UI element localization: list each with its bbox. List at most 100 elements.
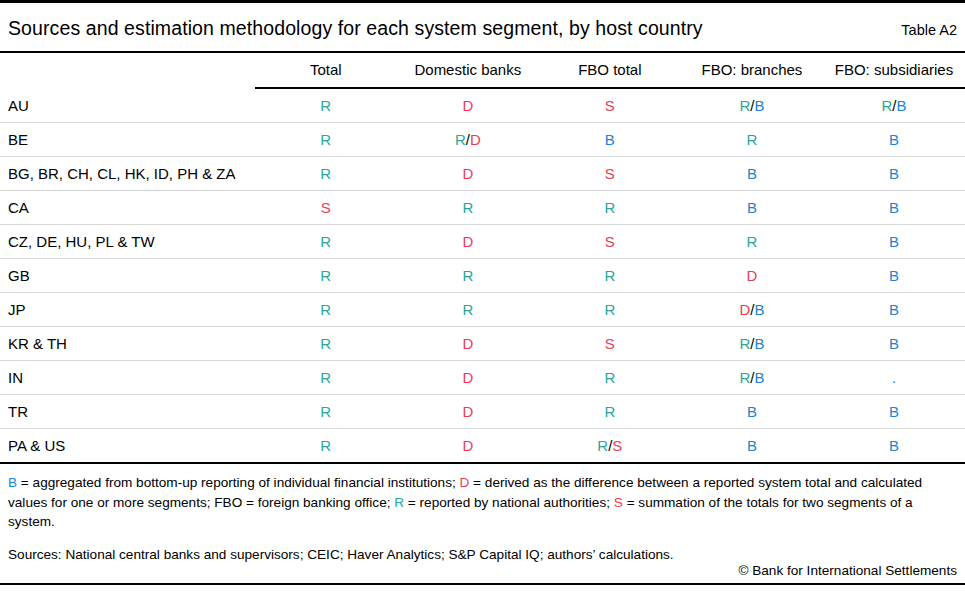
- method-code: B: [754, 301, 764, 318]
- methodology-cell: B: [823, 259, 965, 293]
- methodology-cell: .: [823, 361, 965, 395]
- table-row: GB R R R DB: [0, 259, 965, 293]
- row-label: JP: [0, 293, 255, 327]
- methodology-cell: B: [681, 157, 823, 191]
- methodology-cell: D: [681, 259, 823, 293]
- methodology-cell: B: [823, 429, 965, 463]
- method-code: B: [889, 165, 899, 182]
- method-code: R: [604, 403, 615, 420]
- methodology-cell: R: [397, 191, 539, 225]
- row-label: CZ, DE, HU, PL & TW: [0, 225, 255, 259]
- methodology-cell: B: [823, 293, 965, 327]
- method-code: R: [462, 199, 473, 216]
- method-code: D: [462, 369, 473, 386]
- method-code: B: [889, 437, 899, 454]
- copyright-line: © Bank for International Settlements: [738, 563, 957, 578]
- bis-table-page: Sources and estimation methodology for e…: [0, 0, 965, 594]
- method-code: R: [597, 437, 608, 454]
- method-code: D: [462, 165, 473, 182]
- method-code: B: [747, 165, 757, 182]
- row-label: AU: [0, 88, 255, 123]
- method-code: R: [881, 97, 892, 114]
- method-code: R: [746, 233, 757, 250]
- method-code: R: [455, 131, 466, 148]
- method-code: B: [754, 369, 764, 386]
- methodology-cell: R/D: [397, 123, 539, 157]
- method-code: B: [754, 335, 764, 352]
- methodology-cell: D: [397, 88, 539, 123]
- methodology-cell: R: [255, 157, 397, 191]
- methodology-table: TotalDomestic banksFBO totalFBO: branche…: [0, 53, 965, 462]
- row-label: PA & US: [0, 429, 255, 463]
- methodology-cell: D: [397, 225, 539, 259]
- methodology-cell: D: [397, 429, 539, 463]
- column-header: Total: [255, 53, 397, 88]
- table-row: PA & USRDR/SBB: [0, 429, 965, 463]
- method-code: B: [747, 403, 757, 420]
- row-label: KR & TH: [0, 327, 255, 361]
- methodology-cell: R: [539, 259, 681, 293]
- method-code: R: [320, 267, 331, 284]
- legend-text: = aggregated from bottom-up reporting of…: [17, 475, 459, 490]
- method-code: D: [470, 131, 481, 148]
- table-row: KR & THRDSR/BB: [0, 327, 965, 361]
- methodology-cell: R: [397, 259, 539, 293]
- methodology-cell: R: [255, 123, 397, 157]
- method-code: R: [320, 403, 331, 420]
- methodology-cell: R/B: [681, 88, 823, 123]
- method-code: R: [320, 165, 331, 182]
- method-code: B: [896, 97, 906, 114]
- methodology-cell: R/B: [681, 327, 823, 361]
- column-header: FBO: subsidiaries: [823, 53, 965, 88]
- method-code: S: [612, 437, 622, 454]
- method-code: R: [320, 301, 331, 318]
- table-header: Sources and estimation methodology for e…: [0, 3, 965, 51]
- methodology-cell: D/B: [681, 293, 823, 327]
- methodology-cell: S: [539, 225, 681, 259]
- methodology-cell: R: [539, 293, 681, 327]
- method-code: R: [739, 369, 750, 386]
- table-row: BERR/DBRB: [0, 123, 965, 157]
- method-code: S: [321, 199, 331, 216]
- methodology-cell: R: [255, 225, 397, 259]
- method-code: R: [462, 267, 473, 284]
- method-code: R: [604, 267, 615, 284]
- method-code: R: [604, 301, 615, 318]
- methodology-cell: B: [823, 395, 965, 429]
- methodology-cell: R: [255, 327, 397, 361]
- legend-code: R: [394, 495, 404, 510]
- table-row: BG, BR, CH, CL, HK, ID, PH & ZARDSBB: [0, 157, 965, 191]
- table-head: TotalDomestic banksFBO totalFBO: branche…: [0, 53, 965, 88]
- table-row: TR R D R B B: [0, 395, 965, 429]
- column-header-row: TotalDomestic banksFBO totalFBO: branche…: [0, 53, 965, 88]
- method-code: R: [320, 369, 331, 386]
- method-code: D: [462, 97, 473, 114]
- method-code: R: [320, 233, 331, 250]
- methodology-cell: R: [255, 259, 397, 293]
- method-code: R: [604, 369, 615, 386]
- method-code: R: [320, 335, 331, 352]
- method-code: B: [754, 97, 764, 114]
- method-code: R: [320, 437, 331, 454]
- row-label: CA: [0, 191, 255, 225]
- row-label: TR: [0, 395, 255, 429]
- methodology-cell: B: [823, 191, 965, 225]
- column-header: FBO total: [539, 53, 681, 88]
- method-code: D: [462, 233, 473, 250]
- methodology-cell: R/S: [539, 429, 681, 463]
- method-code: R: [320, 97, 331, 114]
- methodology-cell: D: [397, 395, 539, 429]
- table-body: AURDSR/BR/BBERR/DBRBBG, BR, CH, CL, HK, …: [0, 88, 965, 462]
- method-code: R: [604, 199, 615, 216]
- methodology-cell: B: [681, 429, 823, 463]
- methodology-cell: S: [255, 191, 397, 225]
- table-row: INRDRR/B.: [0, 361, 965, 395]
- row-label: GB: [0, 259, 255, 293]
- table-number-label: Table A2: [887, 22, 957, 38]
- table-row: CASRRBB: [0, 191, 965, 225]
- methodology-cell: D: [397, 157, 539, 191]
- method-code: B: [889, 131, 899, 148]
- bottom-border-rule: [0, 583, 965, 585]
- method-code: R: [739, 97, 750, 114]
- row-label-column-header: [0, 53, 255, 88]
